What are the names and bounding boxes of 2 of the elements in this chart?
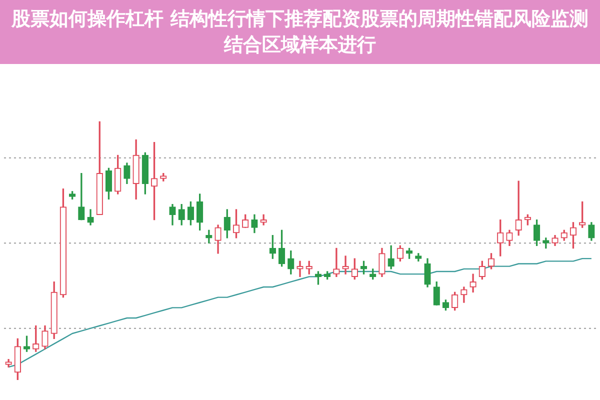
chart-title: 股票如何操作杠杆 结构性行情下推荐配资股票的周期性错配风险监测结合区域样本进行 bbox=[0, 0, 600, 64]
candlestick bbox=[333, 248, 340, 277]
